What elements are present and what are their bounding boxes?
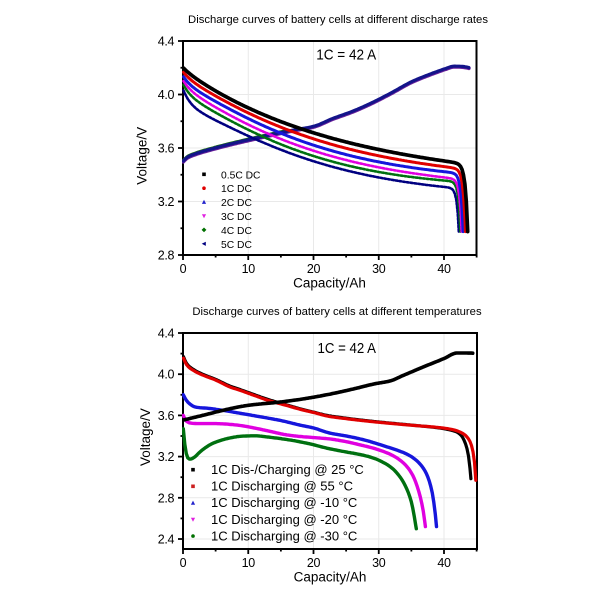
svg-text:30: 30	[372, 262, 386, 276]
svg-text:4.4: 4.4	[158, 327, 175, 341]
svg-text:3.6: 3.6	[158, 409, 175, 423]
svg-text:1C Discharging @ -20 °C: 1C Discharging @ -20 °C	[211, 512, 357, 527]
svg-text:4.4: 4.4	[158, 35, 175, 49]
svg-text:2C DC: 2C DC	[221, 198, 252, 209]
svg-text:1C Discharging @ -10 °C: 1C Discharging @ -10 °C	[211, 495, 357, 510]
svg-text:5C DC: 5C DC	[221, 240, 252, 251]
svg-text:1C Dis-/Charging @ 25 °C: 1C Dis-/Charging @ 25 °C	[211, 462, 364, 477]
svg-text:1C = 42 A: 1C = 42 A	[318, 340, 377, 357]
svg-text:Voltage/V: Voltage/V	[134, 127, 149, 185]
svg-text:10: 10	[242, 556, 256, 570]
svg-text:20: 20	[307, 262, 321, 276]
svg-text:Discharge curves of battery ce: Discharge curves of battery cells at dif…	[188, 14, 488, 26]
svg-text:0: 0	[180, 262, 187, 276]
svg-text:4.0: 4.0	[158, 368, 175, 382]
svg-text:3.6: 3.6	[158, 142, 175, 156]
svg-text:3.2: 3.2	[158, 195, 175, 209]
svg-text:1C Discharging @ -30 °C: 1C Discharging @ -30 °C	[211, 528, 357, 543]
svg-text:30: 30	[372, 556, 386, 570]
svg-text:40: 40	[437, 262, 451, 276]
svg-text:2.4: 2.4	[158, 533, 175, 547]
svg-text:1C = 42 A: 1C = 42 A	[316, 46, 376, 63]
svg-text:0: 0	[180, 556, 187, 570]
svg-text:Voltage/V: Voltage/V	[138, 408, 153, 466]
svg-text:2.8: 2.8	[158, 249, 175, 263]
svg-text:0.5C DC: 0.5C DC	[221, 170, 261, 181]
svg-text:10: 10	[242, 262, 256, 276]
svg-text:3C DC: 3C DC	[221, 212, 252, 223]
svg-text:4.0: 4.0	[158, 88, 175, 102]
svg-text:3.2: 3.2	[158, 450, 175, 464]
svg-text:2.8: 2.8	[158, 491, 175, 505]
svg-text:Capacity/Ah: Capacity/Ah	[293, 276, 366, 291]
svg-text:1C DC: 1C DC	[221, 184, 252, 195]
svg-text:Discharge curves of battery ce: Discharge curves of battery cells at dif…	[192, 306, 482, 318]
svg-text:4C DC: 4C DC	[221, 226, 252, 237]
svg-text:20: 20	[307, 556, 321, 570]
svg-text:1C Discharging @ 55 °C: 1C Discharging @ 55 °C	[211, 479, 353, 494]
svg-text:Capacity/Ah: Capacity/Ah	[294, 570, 367, 585]
svg-text:40: 40	[437, 556, 451, 570]
